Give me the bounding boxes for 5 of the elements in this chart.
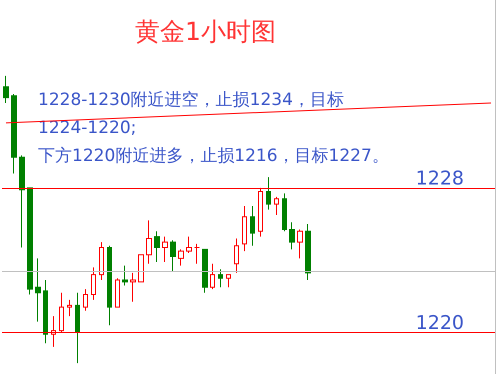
y-tick-label: 1228 bbox=[416, 167, 464, 190]
text: 黄金1小时图 bbox=[135, 17, 276, 46]
annotation: 1228-1230附近进空，止损1234，目标1224-1220; bbox=[38, 90, 344, 138]
y-tick-label: 1220 bbox=[416, 312, 464, 334]
annotation: 下方1220附近进多，止损1216，目标1227。 bbox=[38, 146, 389, 166]
